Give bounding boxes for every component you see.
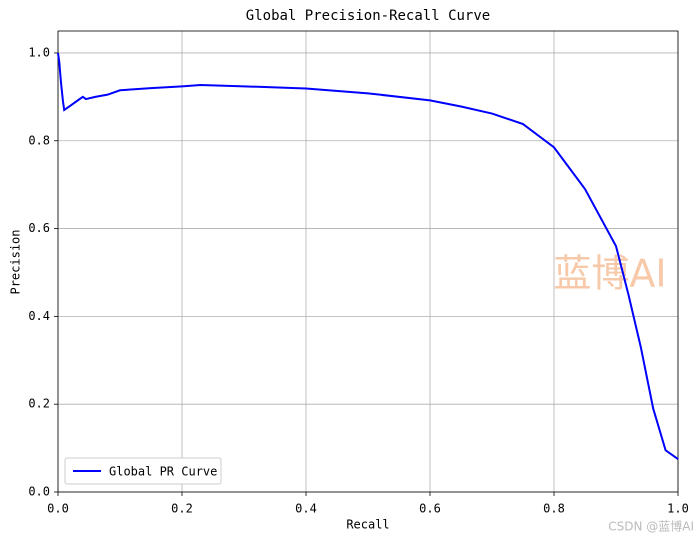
- x-tick-label: 0.8: [543, 502, 565, 516]
- watermark-footer: CSDN @蓝博AI: [608, 519, 694, 534]
- x-tick-label: 1.0: [667, 502, 689, 516]
- y-tick-label: 0.0: [28, 485, 50, 499]
- y-tick-label: 1.0: [28, 45, 50, 59]
- x-tick-label: 0.2: [171, 502, 193, 516]
- x-tick-label: 0.4: [295, 502, 317, 516]
- y-tick-label: 0.2: [28, 397, 50, 411]
- y-tick-label: 0.6: [28, 221, 50, 235]
- pr-curve: [57, 52, 679, 460]
- chart-title: Global Precision-Recall Curve: [246, 8, 490, 24]
- plot-frame: [57, 30, 679, 493]
- watermark: 蓝博AI: [553, 252, 666, 296]
- legend-box: [64, 457, 222, 485]
- x-axis-label: Recall: [346, 518, 389, 532]
- y-tick-label: 0.4: [28, 309, 50, 323]
- legend-label: Global PR Curve: [109, 465, 217, 479]
- y-axis-label: Precision: [9, 229, 23, 294]
- y-tick-label: 0.8: [28, 133, 50, 147]
- x-tick-label: 0.0: [47, 502, 69, 516]
- x-tick-label: 0.6: [419, 502, 441, 516]
